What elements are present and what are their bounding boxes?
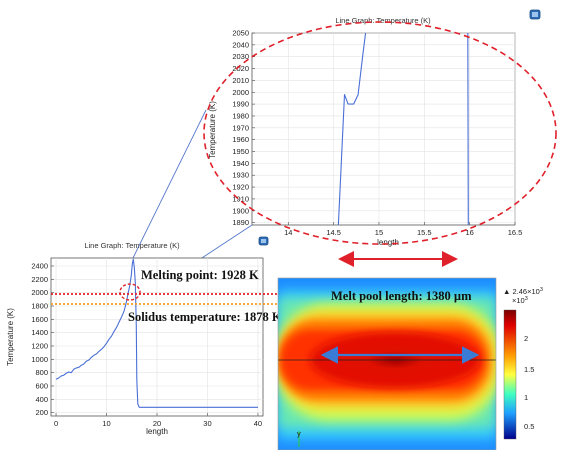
x-tick-label: 15 <box>375 228 383 237</box>
series-line-0 <box>337 33 367 225</box>
y-tick-label: 800 <box>35 368 48 377</box>
peak-highlight-ellipse <box>119 283 141 301</box>
zoom-plot-area <box>251 32 516 226</box>
x-tick-label: 14 <box>284 228 292 237</box>
heat-map-frame <box>277 277 497 450</box>
main-series <box>55 258 258 408</box>
y-tick-label: 1900 <box>232 206 249 215</box>
svg-text:y: y <box>297 429 301 438</box>
series-line-0 <box>55 258 258 408</box>
zoom-highlight-ellipse <box>203 21 557 245</box>
y-tick-label: 2030 <box>232 52 249 61</box>
x-tick-label: 14.5 <box>326 228 341 237</box>
y-tick-label: 1980 <box>232 111 249 120</box>
x-tick-label: 10 <box>102 419 110 428</box>
x-tick-label: 30 <box>203 419 211 428</box>
colorbar-tick: 2 <box>524 334 528 343</box>
zoom-y-axis-label: Temperature (K) <box>208 101 217 159</box>
y-tick-label: 1800 <box>31 302 48 311</box>
y-tick-label: 600 <box>35 382 48 391</box>
x-tick-label: 16.5 <box>508 228 523 237</box>
x-tick-label: 15.5 <box>417 228 432 237</box>
y-tick-label: 1950 <box>232 147 249 156</box>
colorbar-gradient <box>503 309 517 440</box>
main-x-ticks: 0 10 20 30 40 <box>54 413 262 428</box>
zoom-series <box>337 33 469 225</box>
y-tick-label: 2050 <box>232 29 249 38</box>
main-x-axis-label: length <box>146 427 168 436</box>
zoom-chart: Line Graph: Temperature (K) 1890 1900 1910… <box>208 9 541 247</box>
zoom-chart-title: Line Graph: Temperature (K) <box>335 16 431 25</box>
y-tick-label: 1200 <box>31 342 48 351</box>
y-tick-label: 2200 <box>31 275 48 284</box>
series-line-1 <box>467 33 469 225</box>
y-tick-label: 1910 <box>232 194 249 203</box>
axis-glyph: y <box>297 429 301 447</box>
colorbar-tick: 0.5 <box>524 422 534 431</box>
main-y-axis-label: Temperature (K) <box>6 308 15 366</box>
zoom-x-ticks: 14 14.5 15 15.5 16 16.5 <box>284 222 522 237</box>
y-tick-label: 1920 <box>232 183 249 192</box>
y-tick-label: 1990 <box>232 100 249 109</box>
y-tick-label: 2040 <box>232 40 249 49</box>
y-tick-label: 1000 <box>31 355 48 364</box>
y-tick-label: 1600 <box>31 315 48 324</box>
main-y-ticks: 200 400 600 800 1000 1200 1400 1600 1800 2000 2200… <box>31 262 54 417</box>
melting-point-annotation: Melting point: 1928 K <box>141 268 259 282</box>
colorbar-tick: 1.5 <box>524 365 534 374</box>
y-tick-label: 1970 <box>232 123 249 132</box>
zoom-y-ticks: 1890 1900 1910 1920 1930 1940 1950 1960 1970 1980… <box>232 29 255 227</box>
y-tick-label: 1930 <box>232 171 249 180</box>
solidus-annotation: Solidus temperature: 1878 K <box>128 310 282 324</box>
colorbar-max-label: ▲ 2.46×103 <box>503 287 543 296</box>
y-tick-label: 1940 <box>232 159 249 168</box>
y-tick-label: 1890 <box>232 218 249 227</box>
zoom-grid <box>252 32 516 225</box>
y-tick-label: 2000 <box>31 288 48 297</box>
export-icon-main[interactable] <box>258 236 269 246</box>
colorbar-scale-label: ×103 <box>512 296 528 305</box>
y-tick-label: 1400 <box>31 328 48 337</box>
main-chart-title: Line Graph: Temperature (K) <box>84 241 180 250</box>
zoom-callout-line-upper <box>132 109 207 259</box>
x-tick-label: 20 <box>153 419 161 428</box>
y-tick-label: 2010 <box>232 76 249 85</box>
main-grid <box>51 258 263 416</box>
heat-map <box>278 278 496 450</box>
zoom-x-axis-label: length <box>377 238 399 247</box>
x-tick-label: 40 <box>254 419 262 428</box>
colorbar-tick: 1 <box>524 393 528 402</box>
y-tick-label: 400 <box>35 395 48 404</box>
y-tick-label: 200 <box>35 408 48 417</box>
y-tick-label: 1960 <box>232 135 249 144</box>
main-chart: Line Graph: Temperature (K) 200400600800… <box>6 236 269 436</box>
x-tick-label: 16 <box>465 228 473 237</box>
export-icon[interactable] <box>529 9 541 20</box>
colorbar: ▲ 2.46×103 ×103 2 1.5 1 0.5 <box>503 287 543 440</box>
y-tick-label: 2400 <box>31 262 48 271</box>
x-tick-label: 0 <box>54 419 58 428</box>
y-tick-label: 2000 <box>232 88 249 97</box>
melt-pool-annotation: Melt pool length: 1380 µm <box>331 289 472 303</box>
y-tick-label: 2020 <box>232 64 249 73</box>
